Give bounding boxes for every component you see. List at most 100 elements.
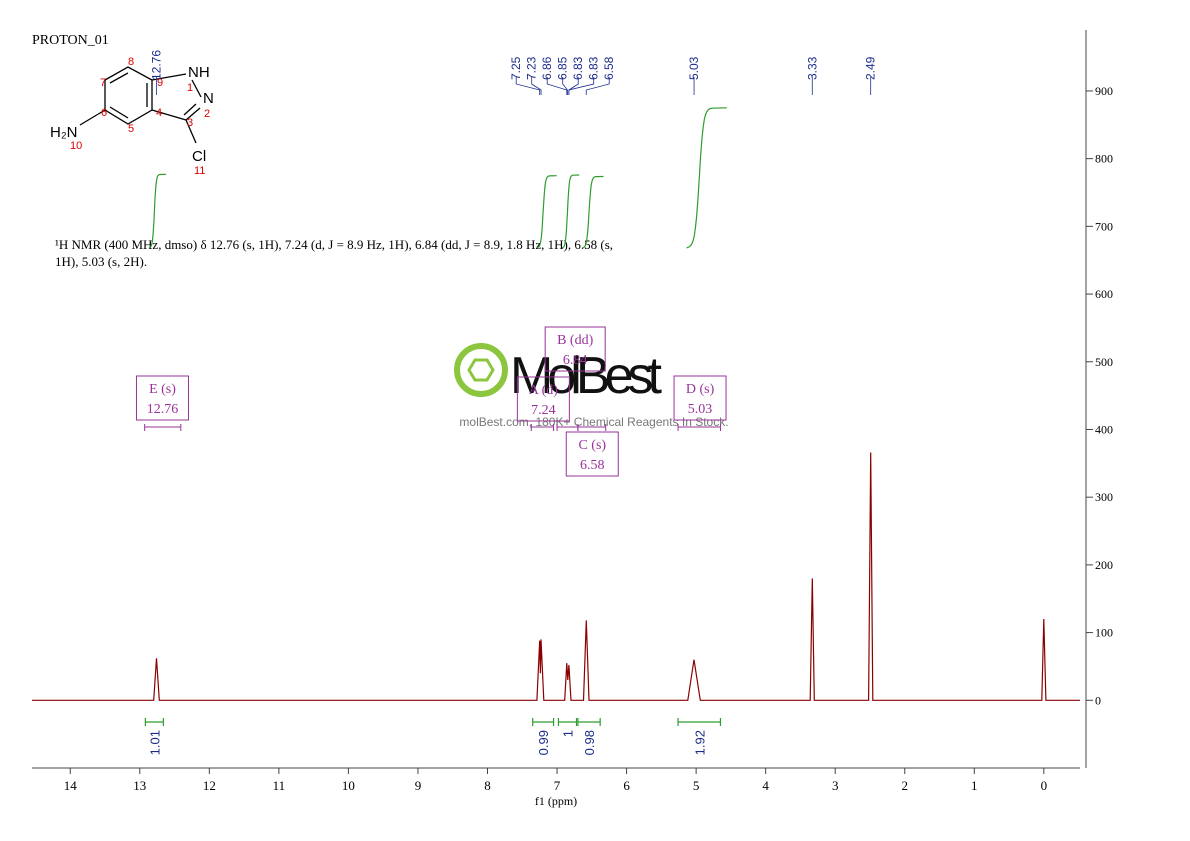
integral-bracket (532, 718, 555, 726)
peak-connector (562, 77, 568, 95)
x-tick-label: 7 (554, 778, 561, 793)
multiplet-label: D (s) (686, 382, 715, 397)
integral-label: 1.01 (147, 730, 162, 755)
y-tick-label: 300 (1095, 490, 1113, 504)
bond (109, 72, 129, 84)
bond (191, 79, 202, 98)
integral-curve (686, 107, 727, 249)
peak-label: 2.49 (864, 56, 878, 80)
logo-hex (467, 358, 495, 382)
peak-connector (546, 77, 568, 95)
atom-label: NH (188, 64, 210, 81)
atom-number: 1 (187, 82, 193, 94)
peak-label: 6.83 (587, 56, 601, 80)
peak-label: 5.03 (687, 56, 701, 80)
y-tick-label: 200 (1095, 558, 1113, 572)
multiplet-label: C (s) (578, 438, 606, 453)
atom-number: 8 (128, 56, 134, 68)
atom-number: 10 (70, 140, 82, 152)
atom-number: 11 (194, 165, 205, 177)
integral-curve (561, 174, 580, 249)
multiplet-shift: 12.76 (147, 402, 179, 417)
atom-label: H₂N (50, 124, 78, 141)
integral-bracket (677, 718, 722, 726)
multiplet-range (677, 424, 721, 431)
nmr-text: ¹H NMR (400 MHz, dmso) δ 12.76 (s, 1H), … (55, 237, 614, 269)
x-tick-label: 13 (133, 778, 146, 793)
multiplet-box (135, 375, 189, 421)
x-tick-label: 9 (415, 778, 422, 793)
atom-label: Cl (192, 148, 206, 165)
peak-label: 6.86 (540, 56, 554, 80)
integral-bracket (144, 718, 165, 726)
y-tick-label: 100 (1095, 626, 1113, 640)
spectrum-line (32, 452, 1080, 701)
bond (185, 119, 197, 144)
y-tick-label: 0 (1095, 693, 1101, 707)
y-tick-label: 800 (1095, 152, 1113, 166)
x-tick-label: 4 (762, 778, 769, 793)
bond (151, 109, 187, 121)
x-tick-label: 12 (203, 778, 216, 793)
integral-label: 0.98 (582, 730, 597, 755)
watermark-tagline: molBest.com, 180K+ Chemical Reagents In … (459, 415, 728, 429)
integral-label: 0.99 (536, 730, 551, 755)
multiplet-shift: 6.58 (580, 458, 605, 473)
peak-label: 7.23 (525, 56, 539, 80)
multiplet-label: B (dd) (557, 333, 594, 348)
x-tick-label: 6 (623, 778, 630, 793)
atom-number: 9 (157, 77, 163, 89)
nmr-text-box: ¹H NMR (400 MHz, dmso) δ 12.76 (s, 1H), … (55, 237, 614, 269)
atom-number: 5 (128, 123, 134, 135)
bond (79, 109, 106, 126)
y-tick-label: 400 (1095, 422, 1113, 436)
watermark: MolBest molBest.com, 180K+ Chemical Reage… (454, 343, 729, 429)
atom-number: 7 (100, 77, 106, 89)
integral-bracket (557, 718, 578, 726)
watermark-brand: MolBest (510, 347, 663, 405)
x-tick-label: 2 (902, 778, 909, 793)
y-tick-label: 600 (1095, 287, 1113, 301)
multiplet-box (565, 431, 619, 477)
bond (185, 107, 201, 121)
peak-connector (531, 77, 542, 95)
y-tick-label: 500 (1095, 355, 1113, 369)
integral-curve (536, 175, 557, 249)
x-tick-label: 3 (832, 778, 839, 793)
x-tick-label: 8 (484, 778, 491, 793)
logo-ring (454, 343, 508, 397)
multiplet-range (577, 424, 607, 431)
multiplet-box (516, 376, 570, 422)
bond (151, 73, 187, 81)
structure (79, 66, 202, 144)
x-tick-label: 14 (64, 778, 78, 793)
bond (183, 103, 197, 116)
peak-connector (515, 77, 541, 95)
multiplet-shift: 7.24 (531, 403, 556, 418)
y-tick-label: 700 (1095, 219, 1113, 233)
multiplet-label: A (d) (529, 383, 559, 398)
x-tick-label: 1 (971, 778, 978, 793)
multiplet-range (530, 424, 555, 431)
multiplet-range (144, 424, 182, 431)
integral-curve (148, 173, 167, 249)
atom-number: 4 (156, 107, 162, 119)
peak-label: 6.58 (602, 56, 616, 80)
atom-number: 3 (187, 117, 193, 129)
peak-connector (568, 77, 595, 95)
multiplet-box (544, 326, 606, 372)
x-tick-label: 10 (342, 778, 355, 793)
atom-number: 6 (101, 107, 107, 119)
x-tick-label: 11 (273, 778, 286, 793)
integral-label: 1 (560, 730, 575, 737)
chart-title: PROTON_01 (32, 33, 109, 48)
multiplet-shift: 6.84 (563, 353, 588, 368)
y-tick-label: 900 (1095, 84, 1113, 98)
multiplet-shift: 5.03 (688, 402, 713, 417)
bond (109, 106, 129, 119)
atom-label: N (203, 90, 214, 107)
atom-number: 2 (204, 108, 210, 120)
integral-label: 1.92 (692, 730, 707, 755)
